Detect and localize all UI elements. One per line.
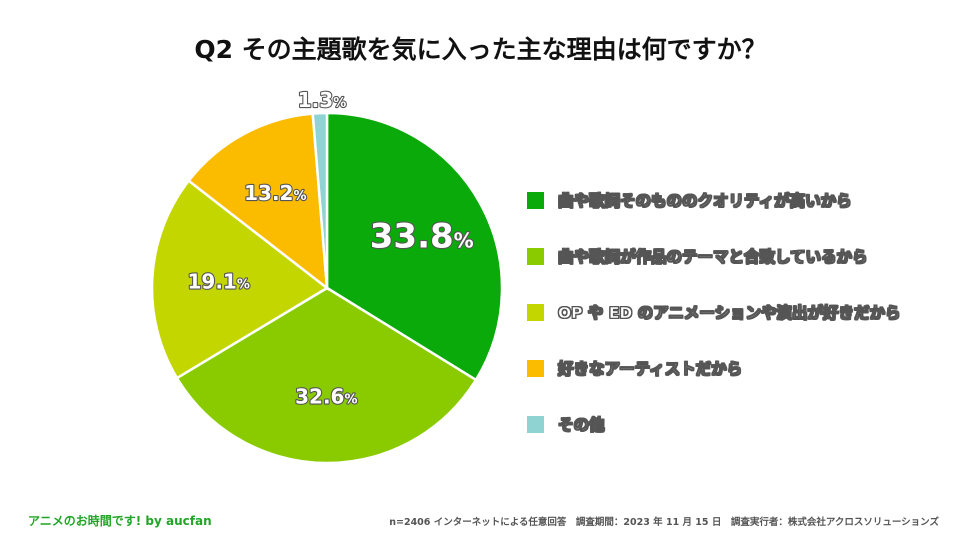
- slice-label-5: 1.3%: [298, 88, 346, 112]
- slice-label-3: 19.1%: [187, 270, 249, 294]
- pie-slice-1: [325, 111, 504, 382]
- chart-legend: 曲や歌詞そのもののクオリティが高いから 曲や歌詞が作品のテーマと合致しているから O…: [527, 172, 901, 452]
- legend-item-1: 曲や歌詞そのもののクオリティが高いから: [527, 172, 901, 228]
- legend-swatch: [527, 415, 544, 433]
- brand-text: アニメのお時間です! by aucfan: [28, 514, 212, 528]
- pie-slice-3: [150, 178, 330, 380]
- slice-label-2: 32.6%: [295, 385, 357, 409]
- legend-swatch: [527, 303, 544, 321]
- legend-item-4: 好きなアーティストだから: [527, 340, 901, 396]
- pie-slice-2: [175, 286, 478, 465]
- legend-label: 好きなアーティストだから: [558, 360, 743, 379]
- legend-label: 曲や歌詞が作品のテーマと合致しているから: [558, 248, 868, 267]
- legend-label: その他: [558, 416, 605, 435]
- legend-item-2: 曲や歌詞が作品のテーマと合致しているから: [527, 228, 901, 284]
- chart-title: Q2 その主題歌を気に入った主な理由は何ですか？: [194, 35, 767, 64]
- pie-slice-4: [186, 112, 329, 291]
- legend-label: 曲や歌詞そのもののクオリティが高いから: [558, 192, 852, 211]
- survey-footnote: n=2406 インターネットによる任意回答 調査期間：2023 年 11 月 1…: [389, 517, 939, 528]
- legend-swatch: [527, 191, 544, 209]
- legend-item-3: OP や ED のアニメーションや演出が好きだから: [527, 284, 901, 340]
- legend-label: OP や ED のアニメーションや演出が好きだから: [558, 304, 901, 323]
- slice-label-1: 33.8%: [370, 216, 474, 256]
- pie-slice-5: [311, 111, 329, 289]
- legend-swatch: [527, 247, 544, 265]
- legend-swatch: [527, 359, 544, 377]
- legend-item-5: その他: [527, 396, 901, 452]
- slice-label-4: 13.2%: [244, 181, 306, 205]
